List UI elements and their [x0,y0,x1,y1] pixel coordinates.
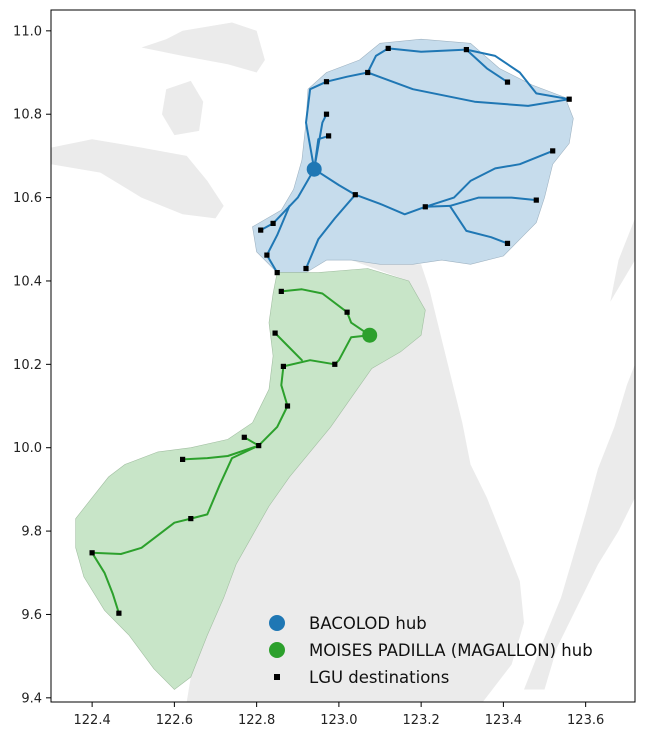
moises-padilla-route-8 [181,444,260,461]
lgu-destination-marker [274,270,280,276]
bacolod-route-17 [265,254,279,274]
y-tick-label: 10.0 [13,441,42,456]
lgu-destination-marker [504,240,511,246]
legend-label-2: LGU destinations [309,668,449,687]
y-tick-label: 10.8 [13,108,42,123]
lgu-destination-marker [264,252,270,258]
bacolod-route-3 [325,71,369,83]
bacolod-route-6 [465,48,509,84]
land-mass-2 [162,80,204,136]
moises-padilla-route-10 [91,517,192,555]
bacolod-service-area [252,38,574,273]
bacolod-hub-marker [306,161,322,177]
moises-padilla-route-11 [91,551,120,615]
x-tick-label: 123.4 [485,713,522,728]
y-tick-label: 9.4 [21,691,42,706]
x-tick-label: 123.0 [320,713,357,728]
bacolod-route-14 [272,168,316,225]
lgu-destination-marker [241,434,247,440]
region-layer [75,38,574,690]
land-mass-3 [186,260,524,702]
lgu-destination-marker [303,265,309,272]
moises-padilla-route-6 [257,405,289,447]
route-layer [91,47,571,615]
land-layer [51,22,635,702]
y-tick-label: 9.6 [21,608,42,623]
x-tick-label: 122.6 [156,713,193,728]
plot-frame [50,9,636,703]
moises-padilla-route-1 [280,288,349,314]
bacolod-route-9 [313,168,357,196]
bacolod-route-11 [424,149,554,208]
moises-padilla-hub-marker [362,327,378,343]
bacolod-route-5 [387,47,468,53]
bacolod-route-8 [366,71,571,107]
legend-marker-2 [274,674,280,680]
y-tick-label: 10.2 [13,358,42,373]
bacolod-route-16 [265,204,291,257]
lgu-destination-marker [365,69,371,76]
lgu-destination-marker [272,330,278,336]
lgu-destination-marker [116,610,122,616]
x-axis: 122.4 122.6 122.8 123.0 123.2 123.4 123.6 [74,702,604,728]
lgu-destination-marker [352,192,358,198]
land-mass-4 [524,364,635,690]
lgu-destination-marker [463,47,469,53]
y-axis: 9.4 9.6 9.8 10.0 10.2 10.4 10.6 10.8 11.0 [13,24,51,706]
lgu-destination-marker [385,45,391,51]
x-tick-label: 122.4 [74,713,111,728]
lgu-destination-marker [280,363,286,369]
y-tick-label: 9.8 [21,525,42,540]
lgu-destination-marker [256,443,262,449]
lgu-destination-marker [284,403,291,409]
lgu-destination-marker [566,96,572,102]
bacolod-route-10 [354,193,427,216]
bacolod-route-1 [313,113,328,171]
bacolod-route-7 [465,48,571,101]
lgu-destination-marker [323,79,330,85]
moises-padilla-route-9 [189,444,260,520]
x-tick-label: 123.2 [403,713,440,728]
moises-padilla-route-4 [274,332,303,362]
moises-padilla-service-area [75,268,426,690]
x-tick-label: 122.8 [238,713,275,728]
land-mass-1 [141,22,265,73]
lgu-destination-marker [323,111,330,117]
legend-label-1: MOISES PADILLA (MAGALLON) hub [309,641,593,660]
land-mass-0 [51,139,224,219]
lgu-destination-marker [188,516,194,522]
bacolod-route-18 [305,193,357,270]
land-mass-5 [610,218,635,302]
y-tick-label: 11.0 [13,24,42,39]
bacolod-route-12 [424,196,538,208]
y-tick-label: 10.4 [13,274,42,289]
legend: BACOLOD hub MOISES PADILLA (MAGALLON) hub… [269,614,593,687]
lgu-destination-marker [504,79,511,85]
y-tick-label: 10.6 [13,191,42,206]
bacolod-route-13 [448,204,509,245]
bacolod-route-2 [305,80,328,171]
legend-marker-1 [269,642,285,658]
lgu-destination-marker [533,197,539,203]
legend-label-0: BACOLOD hub [309,614,427,633]
lgu-destination-marker [344,309,350,315]
lgu-destination-marker [422,204,428,210]
lgu-destination-marker [332,361,338,367]
lgu-destination-marker [326,133,332,139]
x-tick-label: 123.6 [567,713,604,728]
lgu-destination-marker [180,456,186,462]
lgu-destination-marker [550,148,556,154]
legend-marker-0 [269,615,285,631]
moises-padilla-route-5 [280,365,289,407]
point-layer [89,45,572,616]
lgu-destination-marker [258,227,264,233]
moises-padilla-route-3 [282,359,336,368]
bacolod-route-4 [366,47,390,74]
lgu-destination-marker [89,550,95,556]
lgu-destination-marker [278,288,284,294]
lgu-destination-marker [270,220,276,226]
